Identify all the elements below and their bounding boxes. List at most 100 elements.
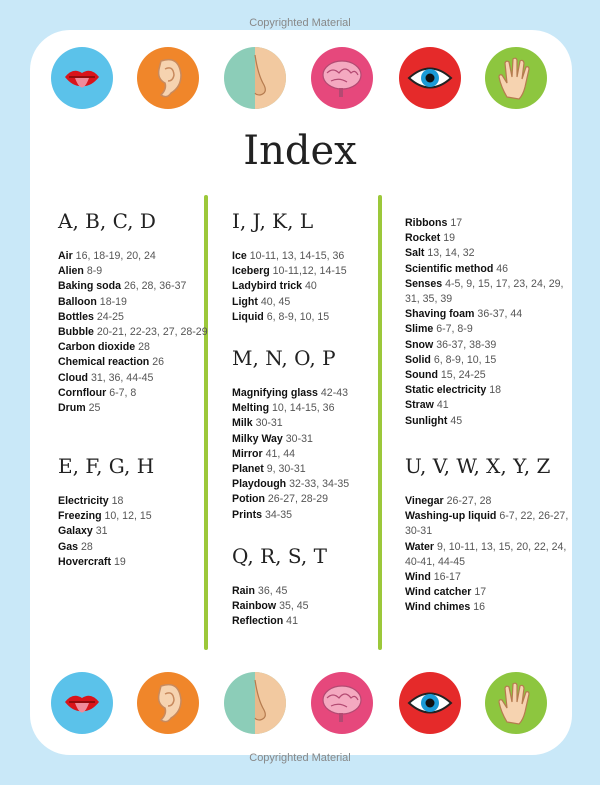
entry-term: Static electricity xyxy=(405,384,487,397)
index-entry: Potion 26-27, 28-29 xyxy=(232,492,402,507)
entry-term: Air xyxy=(58,250,73,262)
entry-term: Drum xyxy=(58,402,86,415)
index-entry: Hovercraft 19 xyxy=(58,555,228,570)
entry-pages: 28 xyxy=(138,341,150,354)
index-entry: Straw 41 xyxy=(405,398,575,413)
entry-pages: 20-21, 22-23, 27, 28-29 xyxy=(96,326,208,339)
mouth-icon xyxy=(51,672,113,734)
entry-pages: 26 xyxy=(152,356,165,369)
index-entry: Gas 28 xyxy=(58,540,228,555)
entry-term: Cornflour xyxy=(58,386,107,399)
entry-pages: 34-35 xyxy=(264,508,293,521)
entry-term: Shaving foam xyxy=(405,308,475,321)
index-entry: Baking soda 26, 28, 36-37 xyxy=(58,279,228,294)
index-entry: Ribbons 17 xyxy=(405,216,575,231)
section-heading: Q, R, S, T xyxy=(232,544,327,568)
index-entry: Wind catcher 17 xyxy=(405,585,575,600)
entry-pages: 30-31 xyxy=(285,432,313,445)
index-entry: Milk 30-31 xyxy=(232,416,402,431)
entry-pages: 42-43 xyxy=(320,387,349,399)
entry-pages: 30-31 xyxy=(255,417,283,430)
index-entry: Bottles 24-25 xyxy=(58,310,228,325)
entry-pages: 45 xyxy=(450,414,463,427)
index-entry: Ice 10-11, 13, 14-15, 36 xyxy=(232,249,402,264)
entry-term: Senses xyxy=(405,277,443,290)
copyright-watermark: Copyrighted Material xyxy=(249,752,351,764)
entry-pages: 17 xyxy=(474,586,487,599)
entry-term: Milk xyxy=(232,417,253,430)
entry-term: Rainbow xyxy=(232,600,277,613)
index-entry: Wind 16-17 xyxy=(405,570,575,585)
entry-term: Melting xyxy=(232,402,270,415)
entry-term: Wind xyxy=(405,571,431,584)
entry-term: Light xyxy=(232,295,258,308)
index-entry: Solid 6, 8-9, 10, 15 xyxy=(405,353,575,368)
entry-term: Magnifying glass xyxy=(232,387,318,399)
entry-pages: 28 xyxy=(80,540,93,553)
entry-pages: 10, 14-15, 36 xyxy=(272,402,335,415)
entry-pages: 6-7, 8 xyxy=(109,386,137,399)
entry-term: Straw xyxy=(405,399,434,412)
entry-term: Wind chimes xyxy=(405,601,471,614)
entry-pages: 9, 10-11, 13, 15, 20, 22, 24, 40-41, 44-… xyxy=(405,540,567,568)
index-entry: Salt 13, 14, 32 xyxy=(405,246,575,261)
index-entry: Galaxy 31 xyxy=(58,524,228,539)
entry-pages: 18-19 xyxy=(99,295,127,308)
entry-pages: 19 xyxy=(443,232,456,245)
section-heading: A, B, C, D xyxy=(58,209,156,233)
entry-term: Balloon xyxy=(58,295,97,308)
index-entry: Magnifying glass 42-43 xyxy=(232,386,402,401)
entry-pages: 24-25 xyxy=(96,310,124,323)
index-entry: Mirror 41, 44 xyxy=(232,447,402,462)
index-entry: Rocket 19 xyxy=(405,231,575,246)
index-section: A, B, C, D Air 16, 18-19, 20, 24 Alien 8-9… xyxy=(58,207,228,416)
entry-pages: 46 xyxy=(496,262,509,275)
index-entry: Cornflour 6-7, 8 xyxy=(58,386,228,401)
entry-term: Salt xyxy=(405,247,425,260)
entry-term: Cloud xyxy=(58,371,89,384)
entry-pages: 6-7, 22, 26-27, 30-31 xyxy=(405,510,569,538)
entry-pages: 16, 18-19, 20, 24 xyxy=(75,250,156,262)
section-heading: U, V, W, X, Y, Z xyxy=(405,454,551,478)
section-heading: E, F, G, H xyxy=(58,454,155,478)
index-entry: Slime 6-7, 8-9 xyxy=(405,322,575,337)
entry-pages: 4-5, 9, 15, 17, 23, 24, 29, 31, 35, 39 xyxy=(405,277,564,306)
entry-pages: 8-9 xyxy=(86,265,103,278)
hand-icon xyxy=(485,47,547,109)
entry-term: Sunlight xyxy=(405,414,448,427)
index-entry: Electricity 18 xyxy=(58,494,228,509)
entry-pages: 36, 45 xyxy=(257,585,288,597)
entry-pages: 26-27, 28-29 xyxy=(267,493,328,506)
hand-icon xyxy=(485,672,547,734)
entry-term: Electricity xyxy=(58,495,109,507)
index-entry: Rain 36, 45 xyxy=(232,584,402,599)
eye-icon xyxy=(399,47,461,109)
entry-term: Playdough xyxy=(232,478,287,491)
index-entry: Freezing 10, 12, 15 xyxy=(58,509,228,524)
index-entry: Wind chimes 16 xyxy=(405,600,575,615)
index-entry: Melting 10, 14-15, 36 xyxy=(232,401,402,416)
entry-term: Vinegar xyxy=(405,495,444,507)
entry-term: Rain xyxy=(232,585,255,597)
entry-term: Sound xyxy=(405,369,438,382)
entry-term: Milky Way xyxy=(232,432,283,445)
index-entry: Liquid 6, 8-9, 10, 15 xyxy=(232,310,402,325)
index-entry: Alien 8-9 xyxy=(58,264,228,279)
page-title: Index xyxy=(243,128,357,174)
ear-icon xyxy=(137,47,199,109)
entry-pages: 6, 8-9, 10, 15 xyxy=(433,353,497,366)
entry-pages: 16-17 xyxy=(433,571,461,584)
index-page xyxy=(30,30,572,755)
index-entry: Sunlight 45 xyxy=(405,414,575,429)
index-section: Q, R, S, T Rain 36, 45 Rainbow 35, 45 Refle… xyxy=(232,542,402,630)
brain-icon xyxy=(311,672,373,734)
entry-term: Ice xyxy=(232,250,247,262)
brain-icon xyxy=(311,47,373,109)
index-entry: Senses 4-5, 9, 15, 17, 23, 24, 29, 31, 3… xyxy=(405,277,575,307)
entry-pages: 10-11, 13, 14-15, 36 xyxy=(249,250,345,262)
entry-term: Gas xyxy=(58,540,79,553)
entry-term: Freezing xyxy=(58,510,102,523)
index-entry: Reflection 41 xyxy=(232,614,402,629)
index-entry: Cloud 31, 36, 44-45 xyxy=(58,371,228,386)
index-entry: Milky Way 30-31 xyxy=(232,432,402,447)
